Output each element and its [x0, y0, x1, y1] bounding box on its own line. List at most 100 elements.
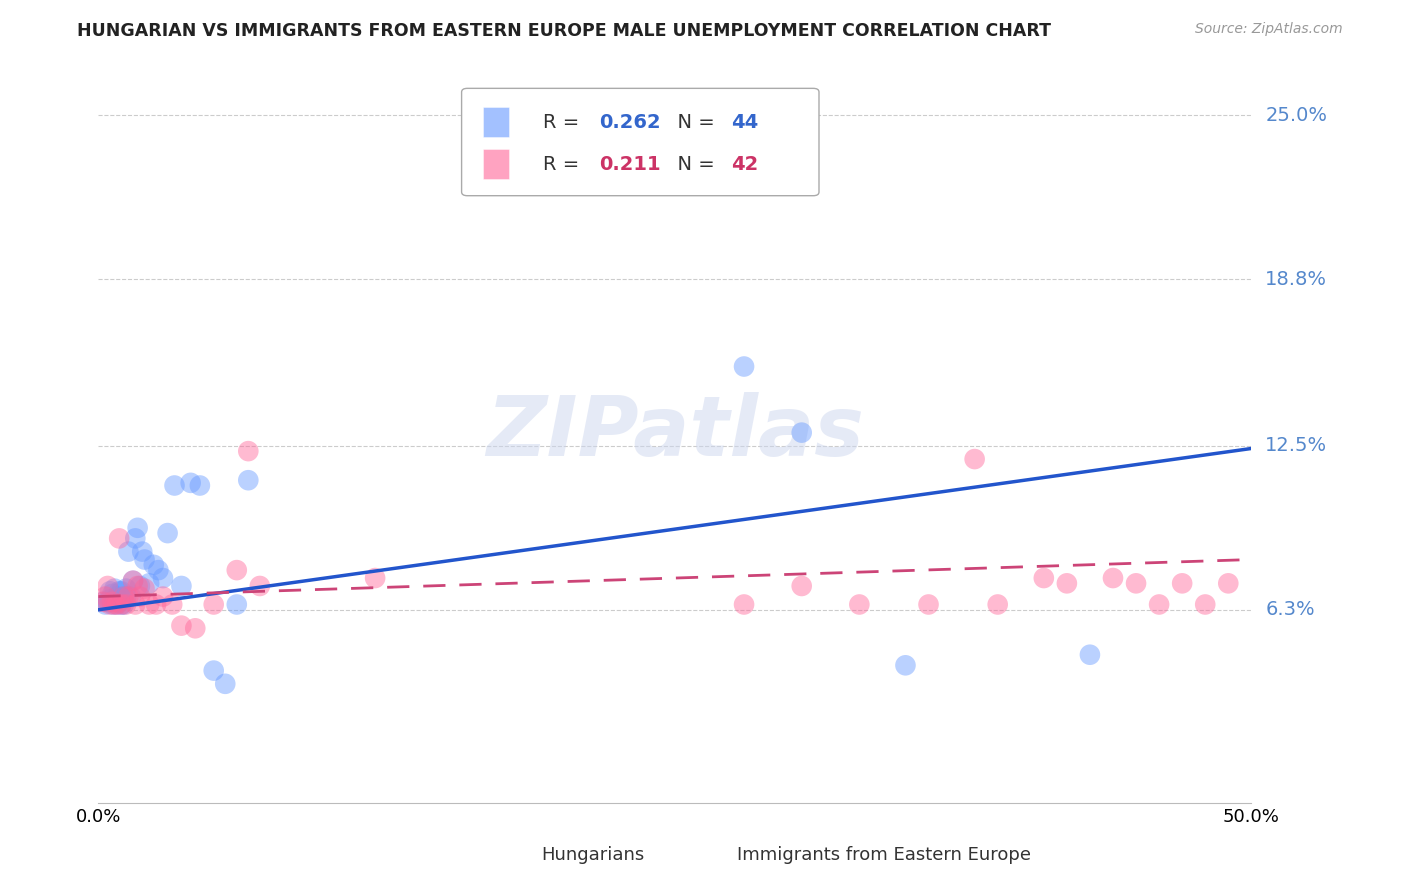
- Point: [91, 595, 114, 609]
- Point: [94, 598, 117, 612]
- Point: [238, 444, 260, 458]
- Text: Source: ZipAtlas.com: Source: ZipAtlas.com: [1195, 22, 1343, 37]
- Point: [108, 532, 131, 546]
- Point: [142, 558, 165, 572]
- Point: [97, 595, 120, 609]
- Point: [122, 574, 145, 588]
- Point: [148, 563, 170, 577]
- Point: [94, 590, 117, 604]
- Point: [987, 598, 1010, 612]
- Text: 6.3%: 6.3%: [1265, 600, 1315, 619]
- Point: [124, 532, 146, 546]
- Point: [790, 579, 813, 593]
- Point: [1125, 576, 1147, 591]
- Point: [134, 582, 156, 596]
- Point: [202, 598, 225, 612]
- Point: [105, 598, 128, 612]
- Point: [160, 598, 183, 612]
- Point: [1218, 576, 1240, 591]
- Point: [112, 598, 135, 612]
- Point: [108, 595, 131, 609]
- Point: [127, 521, 149, 535]
- Point: [110, 598, 132, 612]
- Text: 42: 42: [731, 154, 759, 174]
- Point: [98, 598, 121, 612]
- Point: [115, 590, 138, 604]
- Point: [170, 618, 193, 632]
- Point: [101, 598, 124, 612]
- Point: [225, 598, 247, 612]
- FancyBboxPatch shape: [484, 107, 509, 136]
- Point: [1171, 576, 1194, 591]
- Point: [170, 579, 193, 593]
- Point: [97, 579, 120, 593]
- Point: [117, 590, 139, 604]
- Point: [122, 574, 145, 588]
- Point: [152, 571, 174, 585]
- Point: [163, 478, 186, 492]
- Point: [848, 598, 870, 612]
- Point: [91, 595, 114, 609]
- Point: [145, 598, 167, 612]
- Point: [156, 526, 179, 541]
- Point: [101, 587, 124, 601]
- Point: [249, 579, 271, 593]
- Point: [112, 590, 135, 604]
- Point: [105, 598, 128, 612]
- Text: Immigrants from Eastern Europe: Immigrants from Eastern Europe: [737, 846, 1031, 863]
- FancyBboxPatch shape: [484, 149, 509, 178]
- Point: [120, 590, 142, 604]
- Point: [110, 584, 132, 599]
- Point: [1194, 598, 1216, 612]
- Point: [127, 579, 149, 593]
- Point: [131, 544, 153, 558]
- Point: [214, 677, 236, 691]
- Point: [129, 590, 152, 604]
- Text: 0.211: 0.211: [599, 154, 661, 174]
- Point: [103, 598, 125, 612]
- Text: R =: R =: [544, 112, 586, 131]
- Text: HUNGARIAN VS IMMIGRANTS FROM EASTERN EUROPE MALE UNEMPLOYMENT CORRELATION CHART: HUNGARIAN VS IMMIGRANTS FROM EASTERN EUR…: [77, 22, 1052, 40]
- Point: [238, 473, 260, 487]
- FancyBboxPatch shape: [502, 840, 527, 870]
- Text: 0.262: 0.262: [599, 112, 661, 131]
- Text: R =: R =: [544, 154, 586, 174]
- Point: [105, 590, 128, 604]
- Point: [364, 571, 387, 585]
- Text: 44: 44: [731, 112, 759, 131]
- Text: 18.8%: 18.8%: [1265, 269, 1327, 289]
- Text: Hungarians: Hungarians: [541, 846, 644, 863]
- Text: 25.0%: 25.0%: [1265, 106, 1327, 125]
- Point: [129, 579, 152, 593]
- Point: [103, 595, 125, 609]
- Point: [112, 590, 135, 604]
- Point: [733, 359, 755, 374]
- Point: [98, 584, 121, 599]
- Point: [152, 590, 174, 604]
- Text: N =: N =: [665, 112, 720, 131]
- Point: [101, 595, 124, 609]
- Point: [108, 584, 131, 599]
- Point: [180, 475, 202, 490]
- FancyBboxPatch shape: [461, 88, 820, 195]
- Point: [138, 598, 160, 612]
- FancyBboxPatch shape: [697, 840, 723, 870]
- Text: 12.5%: 12.5%: [1265, 436, 1327, 455]
- Point: [1032, 571, 1054, 585]
- Point: [1102, 571, 1125, 585]
- Point: [1056, 576, 1078, 591]
- Point: [1147, 598, 1170, 612]
- Point: [134, 552, 156, 566]
- Point: [110, 598, 132, 612]
- Point: [103, 582, 125, 596]
- Point: [115, 598, 138, 612]
- Point: [894, 658, 917, 673]
- Point: [117, 544, 139, 558]
- Point: [225, 563, 247, 577]
- Point: [790, 425, 813, 440]
- Text: N =: N =: [665, 154, 720, 174]
- Text: ZIPatlas: ZIPatlas: [486, 392, 863, 473]
- Point: [202, 664, 225, 678]
- Point: [124, 598, 146, 612]
- Point: [963, 452, 986, 467]
